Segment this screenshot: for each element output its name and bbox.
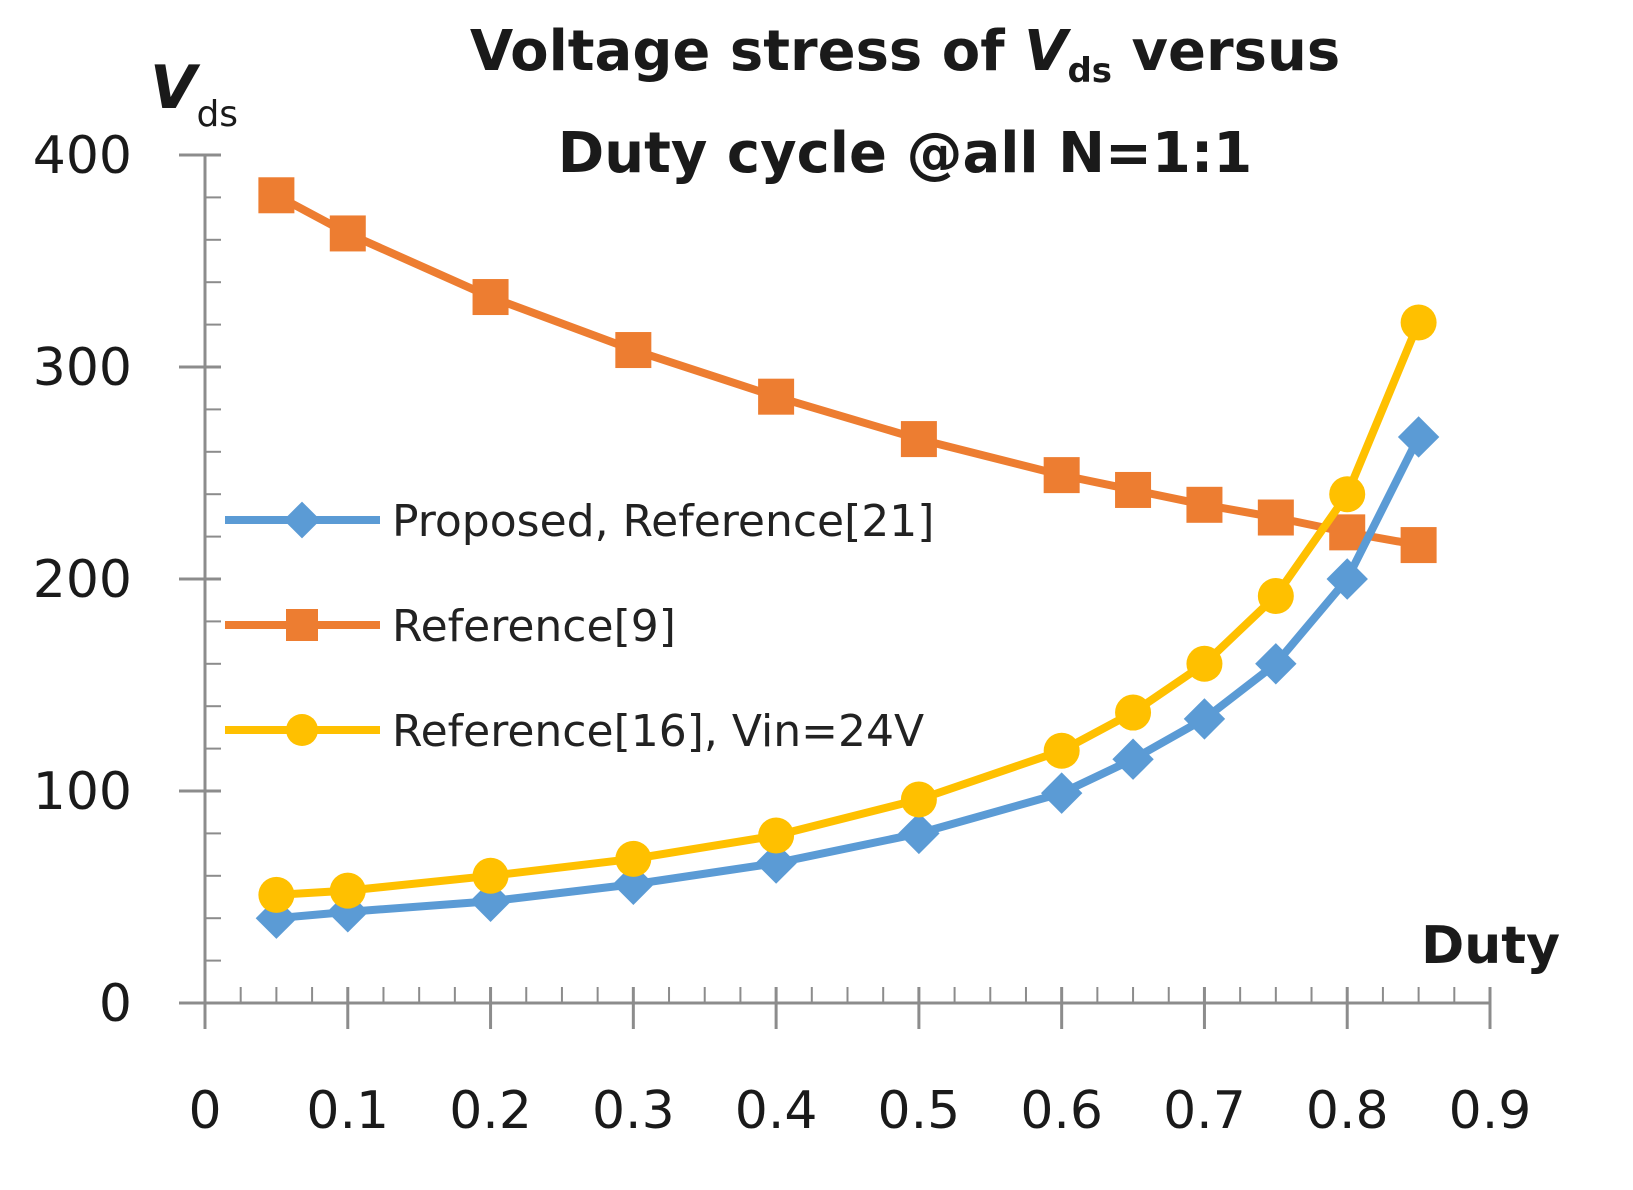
x-tick-label: 0.6	[1020, 1081, 1103, 1141]
data-point	[1326, 558, 1368, 600]
x-tick-label: 0	[188, 1081, 221, 1141]
legend-entry: Reference[9]	[225, 601, 676, 652]
y-tick-label: 100	[33, 762, 132, 822]
data-point	[329, 872, 366, 909]
series-layer	[255, 177, 1440, 939]
data-point	[1043, 732, 1080, 769]
data-point	[615, 840, 652, 877]
legend-marker	[286, 609, 318, 641]
x-tick-label: 0.2	[449, 1081, 532, 1141]
data-point	[329, 215, 366, 252]
chart-title-var: V	[1024, 19, 1072, 84]
axes: 0 100 200 300 400 0 0.1 0.2 0.3 0.4 0.5 0.6 0.7 0.8 0.…	[33, 126, 1532, 1141]
data-point	[1255, 643, 1297, 685]
data-point	[1183, 698, 1226, 740]
series-line	[276, 320, 1423, 899]
data-point	[1186, 645, 1223, 682]
data-point	[472, 857, 509, 894]
data-point	[612, 863, 655, 905]
y-tick-label: 0	[99, 974, 132, 1034]
data-point	[1397, 416, 1440, 458]
data-point	[1115, 471, 1152, 508]
data-point	[1257, 499, 1294, 536]
legend-marker	[286, 714, 318, 746]
x-tick-label: 0.5	[878, 1081, 961, 1141]
chart-title-line1: Voltage stress of Vds versus	[470, 19, 1340, 91]
chart-title-post: versus	[1112, 19, 1340, 84]
chart-title-line2: Duty cycle @all N=1:1	[558, 121, 1252, 186]
data-point	[258, 876, 295, 913]
data-point	[1329, 514, 1366, 551]
data-point	[1040, 772, 1083, 814]
y-axis-label-sub: ds	[196, 94, 238, 135]
data-point	[255, 897, 298, 939]
chart-title-pre: Voltage stress of	[470, 19, 1024, 84]
chart-title-sub: ds	[1067, 51, 1112, 91]
y-axis-label: Vds	[150, 53, 238, 135]
data-point	[1257, 577, 1294, 614]
data-point	[1112, 738, 1154, 780]
legend-label: Proposed, Reference[21]	[392, 496, 934, 547]
x-tick-label: 0.8	[1306, 1081, 1389, 1141]
x-tick-label: 0.1	[306, 1081, 389, 1141]
legend-entry: Proposed, Reference[21]	[225, 496, 934, 547]
data-point	[898, 812, 940, 855]
x-tick-label: 0.4	[735, 1081, 818, 1141]
data-point	[758, 378, 795, 415]
x-tick-label: 0.7	[1163, 1081, 1246, 1141]
data-point	[1043, 457, 1080, 494]
legend-entry: Reference[16], Vin=24V	[225, 706, 924, 757]
data-point	[469, 880, 512, 922]
data-point	[1186, 486, 1223, 523]
series-circle	[258, 304, 1437, 913]
y-tick-label: 200	[33, 550, 132, 610]
series-diamond	[255, 416, 1440, 939]
data-point	[472, 279, 509, 316]
data-point	[615, 332, 652, 369]
x-tick-label: 0.3	[592, 1081, 675, 1141]
data-point	[758, 817, 795, 854]
data-point	[327, 891, 369, 933]
data-point	[1115, 694, 1152, 731]
data-point	[1329, 476, 1366, 513]
y-tick-label: 400	[33, 126, 132, 186]
data-point	[1400, 527, 1437, 564]
legend-label: Reference[16], Vin=24V	[392, 706, 924, 757]
series-line	[274, 191, 1420, 550]
series-line	[276, 435, 1423, 923]
x-axis-label: Duty	[1421, 916, 1560, 976]
legend-label: Reference[9]	[392, 601, 676, 652]
legend-marker	[283, 501, 321, 539]
data-point	[1400, 304, 1437, 341]
y-tick-label: 300	[33, 338, 132, 398]
data-point	[900, 421, 937, 458]
y-axis-label-var: V	[150, 53, 201, 123]
series-square	[258, 177, 1437, 564]
data-point	[258, 177, 295, 214]
data-point	[900, 781, 937, 818]
data-point	[755, 842, 797, 884]
legend: Proposed, Reference[21] Reference[9] Refer…	[225, 496, 934, 757]
x-tick-label: 0.9	[1449, 1081, 1532, 1141]
